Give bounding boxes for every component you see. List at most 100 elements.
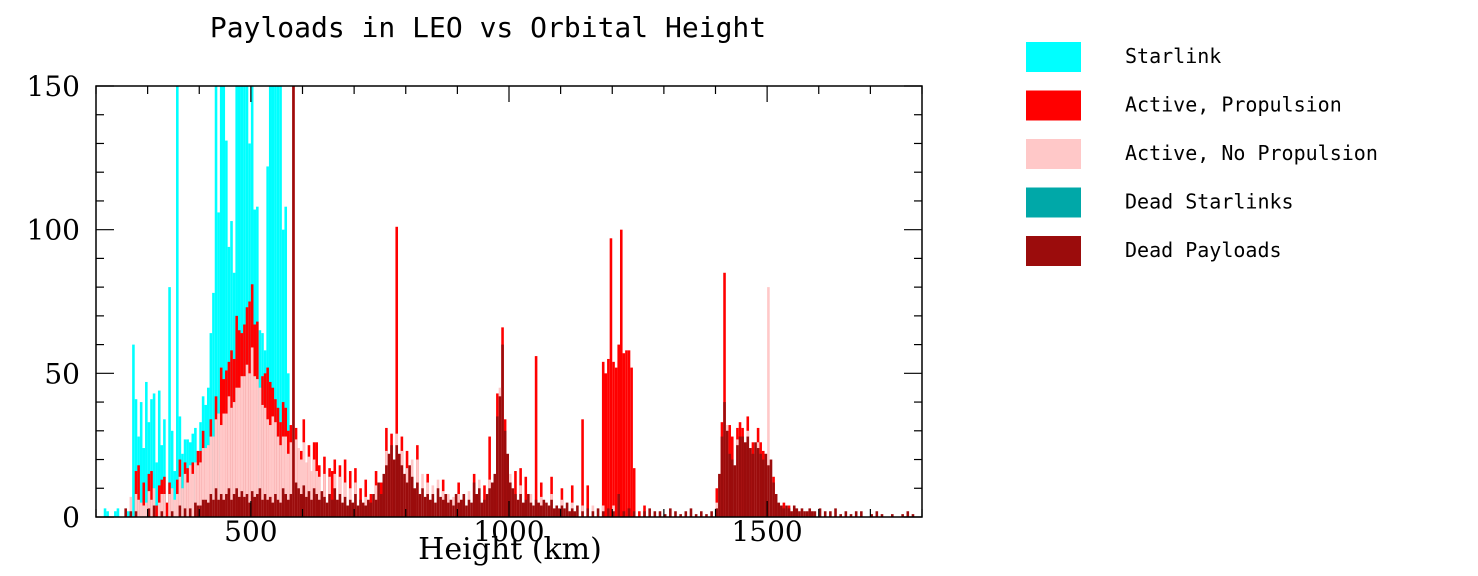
bar-dead-payloads-1360 (694, 514, 698, 517)
bar-dead-payloads-455 (227, 488, 231, 517)
bar-dead-payloads-550 (276, 499, 280, 517)
bar-active-propulsion-1180 (601, 361, 605, 517)
bar-active-no-propulsion-615 (310, 471, 313, 517)
bar-dead-payloads-310 (152, 505, 156, 517)
y-tick-label-0: 0 (62, 501, 80, 534)
bar-dead-payloads-965 (490, 482, 494, 517)
bar-starlink-275 (134, 399, 138, 517)
bar-active-no-propulsion-380 (188, 465, 192, 517)
bar-active-no-propulsion-410 (204, 448, 207, 517)
bar-dead-payloads-1120 (570, 508, 574, 517)
bar-active-propulsion-1215 (619, 229, 623, 518)
bar-active-no-propulsion-1500 (767, 287, 770, 517)
bar-starlink-485 (243, 86, 246, 517)
bar-dead-payloads-660 (333, 488, 337, 517)
bar-dead-payloads-860 (436, 488, 440, 517)
bar-starlink-480 (240, 86, 244, 517)
legend-swatch-active-no-propulsion (1026, 139, 1081, 169)
bar-active-no-propulsion-300 (147, 491, 151, 517)
bar-dead-payloads-870 (441, 499, 445, 517)
bar-dead-payloads-835 (423, 496, 427, 517)
bar-dead-payloads-1200 (612, 511, 615, 517)
bar-dead-payloads-480 (240, 491, 244, 517)
bar-dead-payloads-875 (444, 494, 448, 517)
bar-dead-payloads-815 (413, 488, 417, 517)
bar-active-no-propulsion-450 (225, 413, 228, 517)
bar-dead-payloads-1060 (539, 505, 543, 517)
bar-dead-payloads-1300 (663, 514, 667, 517)
bar-active-no-propulsion-560 (281, 436, 285, 517)
bar-dead-payloads-825 (418, 494, 422, 517)
bar-dead-payloads-1780 (911, 514, 915, 517)
bar-active-propulsion-1140 (581, 419, 584, 517)
bar-starlink-235 (114, 511, 117, 517)
bar-active-propulsion-305 (150, 471, 153, 517)
bar-active-propulsion-290 (142, 482, 146, 517)
bar-dead-payloads-925 (470, 502, 473, 517)
bar-dead-payloads-1580 (808, 508, 812, 517)
bar-dead-payloads-740 (374, 499, 378, 517)
bar-dead-payloads-730 (369, 502, 373, 517)
bar-dead-payloads-520 (261, 499, 264, 517)
bar-dead-payloads-1545 (790, 511, 793, 517)
bar-active-propulsion-1120 (570, 485, 574, 517)
bar-dead-payloads-985 (501, 344, 504, 517)
bar-dead-payloads-940 (478, 488, 481, 517)
bar-dead-payloads-810 (410, 476, 414, 517)
bar-active-no-propulsion-480 (240, 376, 244, 517)
bar-starlink-315 (155, 462, 158, 517)
bar-dead-payloads-840 (426, 494, 429, 517)
bar-active-no-propulsion-360 (178, 476, 182, 517)
bar-dead-payloads-1420 (725, 430, 729, 517)
bar-dead-payloads-590 (297, 488, 300, 517)
bar-starlink-445 (222, 86, 226, 517)
bar-dead-payloads-915 (465, 505, 468, 517)
bar-dead-payloads-510 (256, 494, 259, 517)
bar-active-no-propulsion-455 (227, 396, 231, 517)
bar-dead-payloads-710 (359, 499, 362, 517)
bar-dead-payloads-800 (405, 482, 409, 517)
bar-active-propulsion-1230 (627, 350, 631, 517)
bar-dead-payloads-390 (194, 502, 197, 517)
bar-dead-payloads-1460 (746, 436, 750, 517)
bar-active-no-propulsion-535 (268, 425, 272, 517)
bar-dead-payloads-690 (348, 499, 352, 517)
bar-dead-payloads-750 (379, 494, 383, 517)
bar-starlink-270 (132, 344, 135, 517)
bar-dead-payloads-1090 (555, 505, 559, 517)
bar-dead-payloads-1400 (715, 508, 719, 517)
bar-dead-payloads-500 (250, 491, 254, 517)
bar-dead-payloads-1425 (728, 453, 731, 517)
bar-dead-payloads-1430 (730, 459, 734, 517)
bar-dead-payloads-1760 (901, 514, 904, 517)
bar-dead-payloads-755 (382, 473, 386, 517)
bar-active-no-propulsion-295 (145, 502, 148, 517)
bar-active-no-propulsion-275 (134, 494, 138, 517)
bar-dead-payloads-1490 (761, 459, 765, 517)
bar-dead-payloads-910 (462, 494, 466, 517)
bar-dead-payloads-1015 (516, 499, 520, 517)
bar-dead-payloads-615 (310, 499, 313, 517)
bar-dead-payloads-1465 (749, 448, 752, 517)
bar-active-no-propulsion-525 (263, 407, 267, 517)
bar-dead-payloads-1530 (782, 508, 786, 517)
legend-swatch-dead-starlinks (1026, 187, 1081, 218)
bar-dead-payloads-995 (506, 453, 509, 517)
bar-active-no-propulsion-600 (302, 442, 306, 517)
bar-dead-payloads-1290 (658, 511, 662, 517)
bar-dead-payloads-1370 (700, 511, 703, 517)
bar-dead-payloads-530 (266, 499, 269, 517)
bar-dead-payloads-1575 (805, 511, 809, 517)
bar-starlink-330 (163, 419, 166, 517)
bar-active-no-propulsion-610 (307, 456, 311, 517)
bar-dead-payloads-1565 (800, 508, 804, 517)
bar-dead-payloads-630 (317, 499, 321, 517)
bar-dead-payloads-1040 (529, 502, 533, 517)
x-axis-label: Height (km) (418, 532, 602, 567)
bar-dead-payloads-830 (421, 488, 424, 517)
bar-dead-payloads-1525 (780, 505, 783, 517)
bar-dead-payloads-1080 (550, 499, 553, 517)
bar-dead-payloads-1320 (674, 511, 677, 517)
bar-dead-payloads-345 (170, 511, 174, 517)
bar-active-no-propulsion-365 (181, 488, 184, 517)
